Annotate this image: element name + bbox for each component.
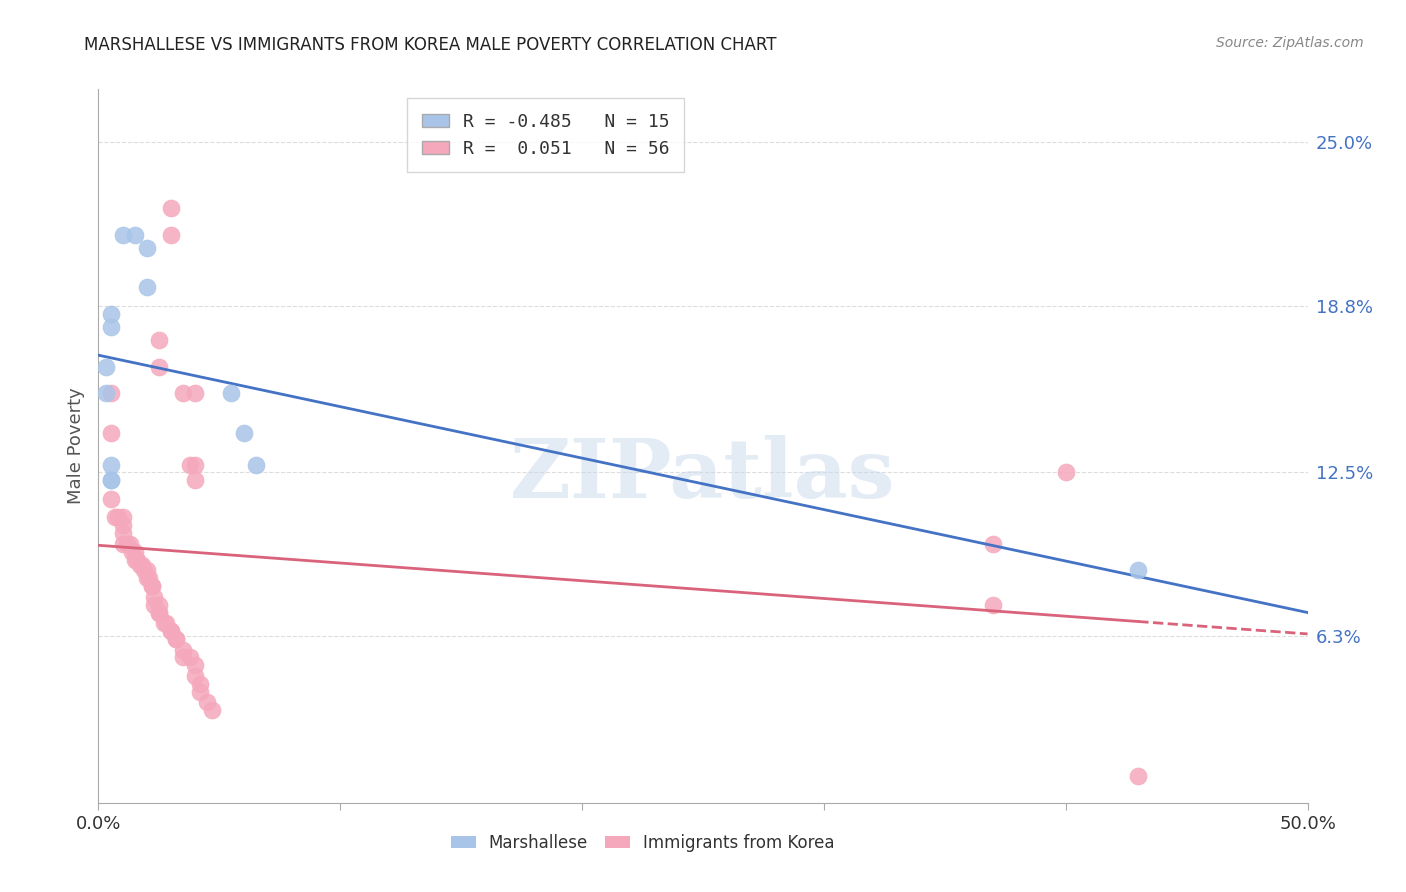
- Point: [172, 650, 194, 665]
- Point: [100, 307, 122, 321]
- Point: [165, 632, 187, 646]
- Point: [1128, 769, 1150, 783]
- Point: [160, 227, 183, 242]
- Point: [141, 579, 163, 593]
- Point: [184, 474, 207, 488]
- Point: [184, 386, 207, 401]
- Point: [111, 526, 134, 541]
- Text: ZIPatlas: ZIPatlas: [510, 434, 896, 515]
- Point: [195, 695, 218, 709]
- Point: [100, 320, 122, 334]
- Point: [100, 458, 122, 472]
- Point: [981, 598, 1004, 612]
- Point: [188, 677, 211, 691]
- Point: [100, 386, 122, 401]
- Point: [100, 491, 122, 506]
- Point: [143, 598, 166, 612]
- Point: [184, 669, 207, 683]
- Point: [148, 598, 170, 612]
- Point: [94, 359, 117, 374]
- Point: [138, 571, 160, 585]
- Point: [179, 650, 201, 665]
- Point: [165, 632, 187, 646]
- Legend: Marshallese, Immigrants from Korea: Marshallese, Immigrants from Korea: [444, 828, 841, 859]
- Point: [124, 545, 146, 559]
- Point: [121, 545, 143, 559]
- Point: [117, 537, 139, 551]
- Point: [135, 241, 157, 255]
- Point: [184, 458, 207, 472]
- Point: [155, 616, 177, 631]
- Point: [184, 658, 207, 673]
- Text: MARSHALLESE VS IMMIGRANTS FROM KOREA MALE POVERTY CORRELATION CHART: MARSHALLESE VS IMMIGRANTS FROM KOREA MAL…: [84, 36, 778, 54]
- Point: [94, 386, 117, 401]
- Point: [179, 458, 201, 472]
- Point: [100, 474, 122, 488]
- Point: [111, 227, 134, 242]
- Point: [188, 685, 211, 699]
- Point: [152, 616, 174, 631]
- Point: [160, 624, 183, 638]
- Point: [201, 703, 224, 717]
- Point: [128, 558, 150, 572]
- Point: [100, 474, 122, 488]
- Point: [172, 386, 194, 401]
- Point: [221, 386, 243, 401]
- Text: Source: ZipAtlas.com: Source: ZipAtlas.com: [1216, 36, 1364, 50]
- Point: [111, 510, 134, 524]
- Point: [135, 280, 157, 294]
- Point: [1054, 466, 1077, 480]
- Y-axis label: Male Poverty: Male Poverty: [66, 388, 84, 504]
- Point: [107, 510, 129, 524]
- Point: [134, 563, 156, 577]
- Point: [124, 552, 146, 566]
- Point: [124, 227, 146, 242]
- Point: [160, 624, 183, 638]
- Point: [111, 537, 134, 551]
- Point: [245, 458, 267, 472]
- Point: [104, 510, 127, 524]
- Point: [141, 579, 163, 593]
- Point: [1128, 563, 1150, 577]
- Point: [148, 606, 170, 620]
- Point: [135, 563, 157, 577]
- Point: [172, 642, 194, 657]
- Point: [135, 571, 157, 585]
- Point: [160, 201, 183, 215]
- Point: [118, 537, 141, 551]
- Point: [127, 552, 149, 566]
- Point: [148, 359, 170, 374]
- Point: [111, 518, 134, 533]
- Point: [232, 425, 254, 440]
- Point: [143, 590, 166, 604]
- Point: [148, 333, 170, 347]
- Point: [148, 606, 170, 620]
- Point: [981, 537, 1004, 551]
- Point: [100, 425, 122, 440]
- Point: [131, 558, 153, 572]
